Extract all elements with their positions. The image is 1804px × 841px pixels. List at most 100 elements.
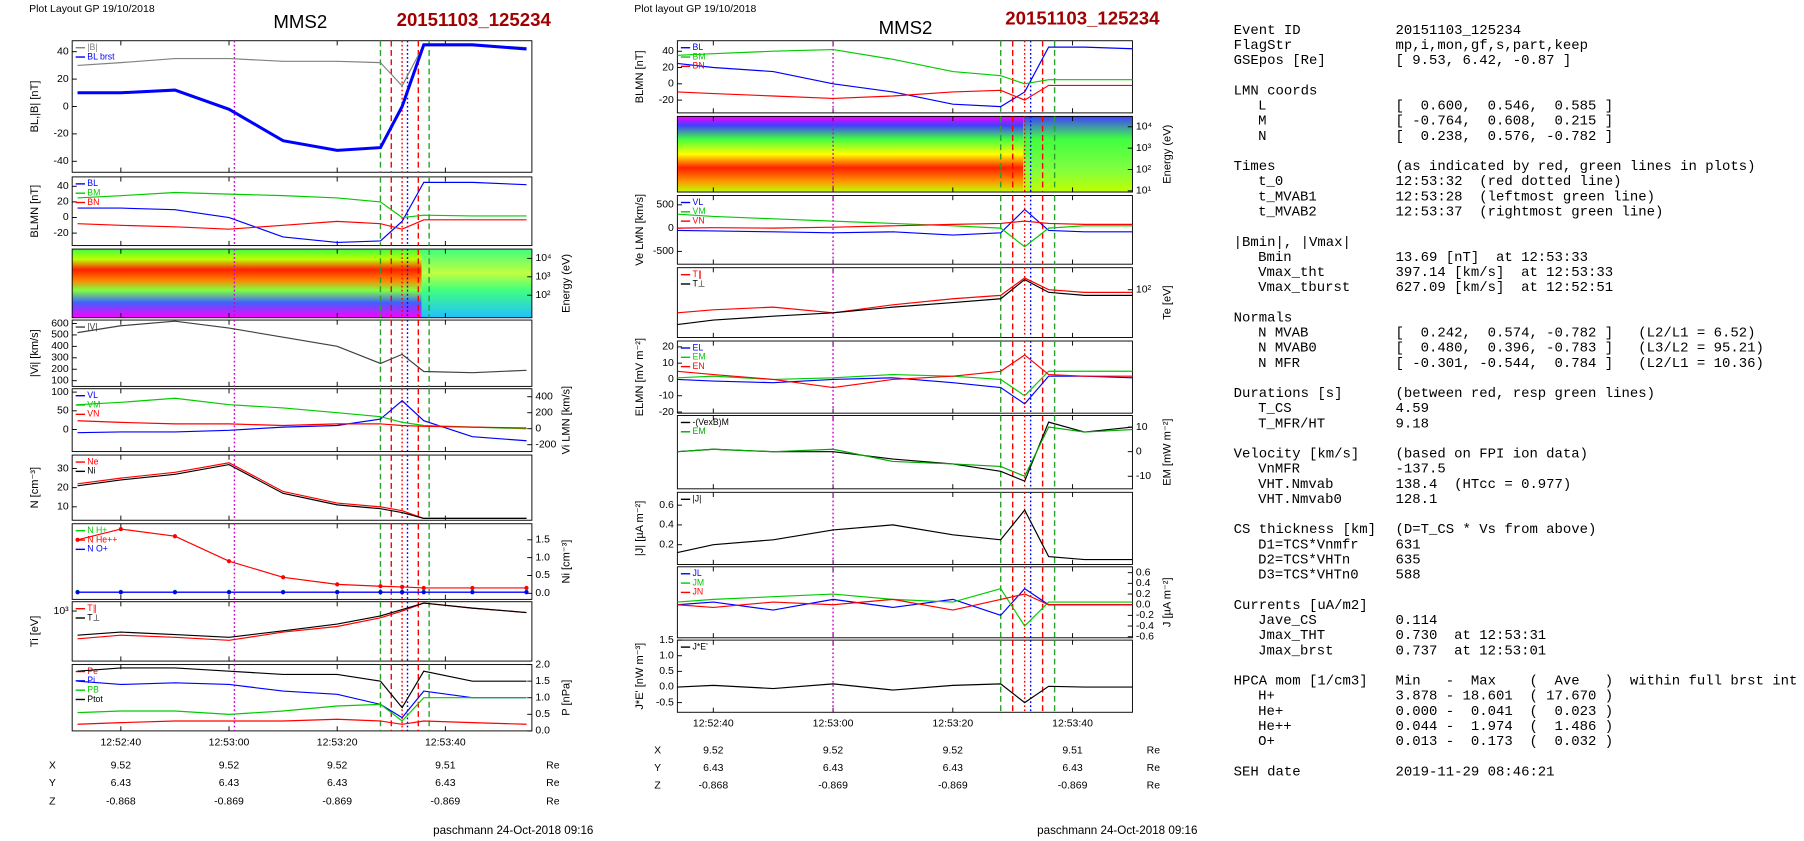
field-label: O+ [1258, 734, 1275, 750]
series-line [77, 43, 527, 152]
x-tick-label: 12:53:00 [209, 737, 250, 748]
table-cell: 6.43 [1062, 763, 1083, 774]
series-line [77, 697, 527, 722]
table-unit: Re [1147, 763, 1161, 774]
y-tick-label: 500 [51, 330, 69, 341]
panel-frame [71, 176, 533, 247]
field-value: [ 9.53, 6.42, -0.87 ] [1395, 53, 1571, 69]
legend-label: VN [693, 215, 705, 225]
panel-frame [71, 523, 533, 600]
legend-label: |J| [693, 494, 702, 504]
panel-frame [71, 454, 533, 521]
y-tick-label: 600 [51, 318, 69, 329]
field-label: SEH date [1234, 764, 1301, 780]
series-line [677, 375, 1133, 405]
field-value: 9.18 [1395, 416, 1428, 432]
section-note: Min - Max ( Ave ) within full brst int [1395, 674, 1797, 690]
series-line [677, 46, 1133, 108]
field-value: 128.1 [1395, 492, 1437, 508]
y-axis-label: |Vi| [km/s] [29, 329, 41, 377]
field-label: Bmin [1258, 250, 1292, 266]
legend-label: BL [693, 42, 704, 52]
field-value: 13.69 [nT] at 12:53:33 [1395, 250, 1588, 266]
field-value: 4.59 [1395, 401, 1428, 417]
table-cell: -0.868 [106, 797, 136, 808]
legend-label: T⊥ [693, 278, 706, 288]
field-value: 20151103_125234 [1395, 23, 1521, 39]
y-tick-label: 10² [1136, 285, 1152, 296]
field-value: [ 0.480, 0.396, -0.783 ] (L3/L2 = 95.21) [1395, 341, 1763, 357]
section-title: Normals [1234, 310, 1293, 326]
y-axis-label: Vi LMN [km/s] [561, 386, 573, 455]
field-label: D2=TCS*VHTn [1258, 553, 1350, 569]
y-tick-label: 0.6 [1136, 567, 1151, 578]
legend-label: VL [87, 390, 98, 400]
table-row-label: Z [49, 797, 56, 808]
section-note: (based on FPI ion data) [1395, 447, 1588, 463]
table-cell: 9.52 [703, 745, 724, 756]
y-tick-label: 1.5 [535, 535, 550, 546]
legend-label: BM [693, 51, 706, 61]
y-tick-label: 40 [662, 46, 674, 57]
field-value: -137.5 [1395, 462, 1445, 478]
y-axis-label: J [µA m⁻²] [1161, 577, 1173, 627]
y-axis-label: P [nPa] [561, 680, 573, 716]
section-note: (D=T_CS * Vs from above) [1395, 522, 1596, 538]
y-tick-label: 1.0 [535, 692, 550, 703]
table-cell: -0.869 [214, 797, 244, 808]
series-line [77, 44, 527, 87]
panel-frame [676, 340, 1133, 414]
table-cell: -0.869 [938, 780, 968, 791]
field-value: 631 [1395, 537, 1420, 553]
series-line [77, 680, 527, 719]
y-axis-label: Energy (eV) [1161, 125, 1173, 184]
legend-label: Pi [87, 675, 95, 685]
field-value: 12:53:32 (red dotted line) [1395, 174, 1621, 190]
legend-label: BL brst [87, 51, 115, 61]
data-point [470, 590, 475, 595]
field-value: 2019-11-29 08:46:21 [1395, 764, 1554, 780]
y-tick-label: 10⁴ [535, 253, 551, 264]
field-value: 397.14 [km/s] at 12:53:33 [1395, 265, 1613, 281]
field-value: 0.013 - 0.173 ( 0.032 ) [1395, 734, 1613, 750]
y-tick-label: 1.0 [659, 651, 674, 662]
field-label: Jmax_brst [1258, 643, 1333, 659]
y-axis-label: J*E' [nW m⁻³] [634, 643, 646, 710]
y-axis-label: BLMN [nT] [634, 50, 646, 103]
y-tick-label: 0.2 [659, 539, 674, 550]
y-tick-label: -20 [54, 228, 69, 239]
data-point [421, 590, 426, 595]
y-tick-label: 0 [63, 424, 69, 435]
y-tick-label: 20 [662, 62, 674, 73]
section-title: HPCA mom [1/cm3] [1234, 674, 1368, 690]
legend-label: EM [693, 426, 706, 436]
plot-header: Plot layout GP 19/10/2018 [634, 4, 756, 15]
legend-label: J*E' [693, 641, 709, 651]
field-label: T_CS [1258, 401, 1292, 417]
field-value: 3.878 - 18.601 ( 17.670 ) [1395, 689, 1613, 705]
table-cell: 6.43 [327, 778, 348, 789]
legend-label: T⊥ [87, 612, 100, 622]
spectrogram [1023, 116, 1133, 193]
series-line [77, 397, 527, 430]
table-cell: 6.43 [219, 778, 240, 789]
table-cell: 9.52 [327, 761, 348, 772]
y-axis-label: Ve LMN [km/s] [634, 194, 646, 266]
series-line [677, 593, 1133, 611]
field-label: t_MVAB2 [1258, 205, 1317, 221]
series-line [77, 399, 527, 442]
table-cell: -0.869 [322, 797, 352, 808]
field-label: t_0 [1258, 174, 1283, 190]
y-tick-label: -0.2 [1136, 610, 1154, 621]
section-title: LMN coords [1234, 83, 1318, 99]
legend-label: |B| [87, 42, 97, 52]
series-line [77, 602, 527, 638]
y-tick-label: 50 [57, 406, 69, 417]
y-tick-label: 0 [535, 423, 541, 434]
data-point [172, 590, 178, 595]
table-cell: -0.869 [818, 780, 848, 791]
series-line [677, 220, 1133, 229]
legend-label: T∥ [87, 603, 97, 613]
panel-frame [676, 491, 1133, 565]
table-cell: 9.51 [1062, 745, 1083, 756]
